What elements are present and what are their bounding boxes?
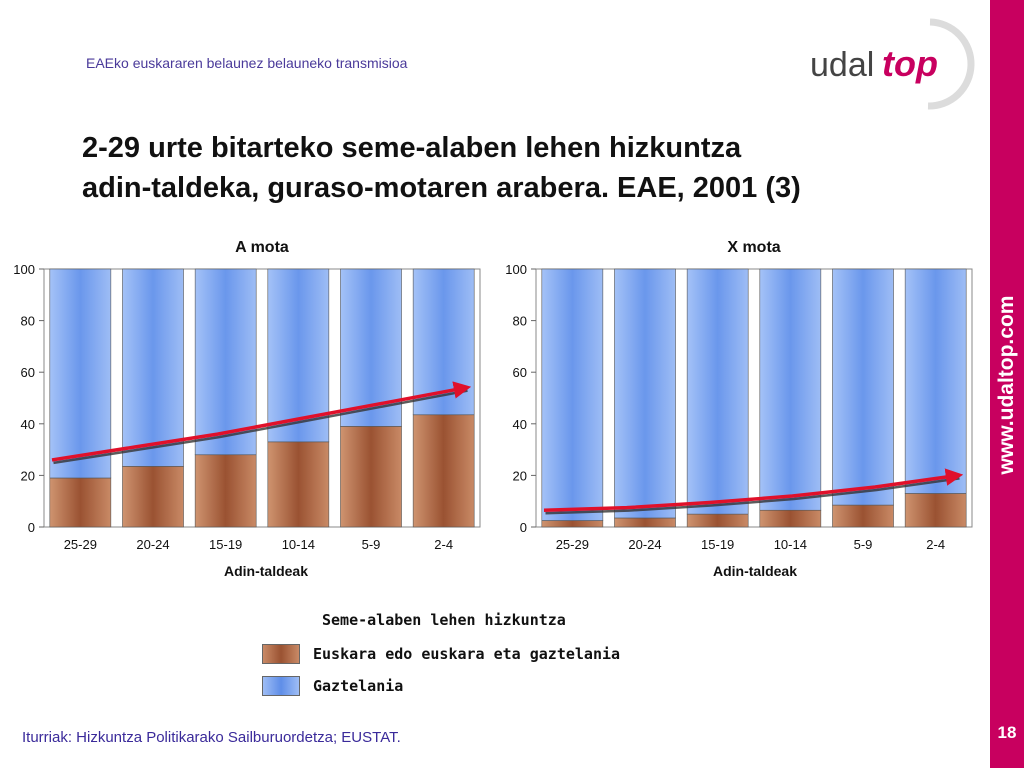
- legend-item-euskara: Euskara edo euskara eta gaztelania: [262, 643, 620, 665]
- x-tick-label: 5-9: [362, 537, 381, 552]
- chart-x-mota: X mota 0 20 40 60 80 100 25-29 20-24 15-19 10-14 5-…: [505, 239, 973, 579]
- x-tick-label: 2-4: [434, 537, 453, 552]
- bar-euskara: [759, 509, 822, 528]
- y-tick-label: 40: [21, 417, 35, 432]
- x-axis-label: Adin-taldeak: [224, 563, 308, 579]
- y-tick-label: 100: [13, 262, 35, 277]
- bar-euskara: [904, 493, 967, 528]
- x-tick-label: 25-29: [64, 537, 97, 552]
- legend-swatch-gaztelania: [262, 676, 300, 696]
- x-tick-label: 25-29: [556, 537, 589, 552]
- x-tick-label: 10-14: [774, 537, 807, 552]
- legend-item-gaztelania: Gaztelania: [262, 675, 403, 697]
- y-tick-label: 20: [513, 468, 527, 483]
- website-url: www.udaltop.com: [995, 295, 1018, 475]
- bar-gaztelania: [759, 268, 822, 511]
- bar-euskara: [614, 517, 676, 528]
- bar-gaztelania: [686, 268, 749, 515]
- bar-euskara: [541, 520, 604, 528]
- y-tick-label: 80: [513, 314, 527, 329]
- udaltop-logo: udal top: [810, 18, 975, 110]
- y-tick-label: 60: [513, 365, 527, 380]
- x-tick-label: 15-19: [701, 537, 734, 552]
- bar-gaztelania: [194, 268, 257, 456]
- y-tick-label: 80: [21, 314, 35, 329]
- bar-gaztelania: [614, 268, 676, 519]
- bar-euskara: [122, 466, 184, 528]
- chart-a-mota: A mota 0 20 40 60 80 100 25-29 20-24 15-19 10-14 5-…: [13, 239, 481, 579]
- slide-title: 2-29 urte bitarteko seme-alaben lehen hi…: [82, 128, 962, 208]
- trend-line: [51, 381, 472, 462]
- bar-euskara: [194, 454, 257, 528]
- trend-line: [543, 468, 964, 512]
- y-tick-label: 60: [21, 365, 35, 380]
- y-tick-label: 100: [505, 262, 527, 277]
- trend-line-shadow: [545, 477, 960, 515]
- bar-gaztelania: [541, 268, 604, 521]
- legend-title: Seme-alaben lehen hizkuntza: [322, 611, 566, 629]
- bar-gaztelania: [122, 268, 184, 467]
- bar-gaztelania: [832, 268, 894, 506]
- x-tick-label: 10-14: [282, 537, 315, 552]
- chart-title: A mota: [235, 239, 289, 256]
- y-tick-label: 0: [28, 520, 35, 535]
- page-number: 18: [997, 723, 1017, 742]
- x-tick-label: 2-4: [926, 537, 945, 552]
- legend-label-euskara: Euskara edo euskara eta gaztelania: [313, 645, 621, 663]
- y-tick-label: 0: [520, 520, 527, 535]
- slide-title-line-2: adin-taldeka, guraso-motaren arabera. EA…: [82, 172, 801, 204]
- bar-gaztelania: [49, 268, 112, 479]
- brand-side-band: [990, 0, 1024, 768]
- y-tick-label: 40: [513, 417, 527, 432]
- trend-line-shadow: [53, 389, 468, 465]
- logo-text-udal: udal: [810, 46, 874, 84]
- logo-text-top: top: [882, 43, 938, 84]
- x-tick-label: 20-24: [628, 537, 661, 552]
- footer-source: Iturriak: Hizkuntza Politikarako Sailbur…: [22, 729, 401, 746]
- x-axis-label: Adin-taldeak: [713, 563, 797, 579]
- bar-euskara: [267, 441, 330, 528]
- bar-euskara: [832, 504, 894, 528]
- bar-gaztelania: [267, 268, 330, 443]
- bar-euskara: [49, 477, 112, 528]
- x-tick-label: 20-24: [136, 537, 169, 552]
- x-tick-label: 5-9: [854, 537, 873, 552]
- header-subtitle: EAEko euskararen belaunez belauneko tran…: [86, 55, 408, 71]
- legend-swatch-euskara: [262, 644, 300, 664]
- y-tick-label: 20: [21, 468, 35, 483]
- chart-title: X mota: [727, 239, 780, 256]
- bar-gaztelania: [904, 268, 967, 494]
- bar-euskara: [412, 414, 475, 528]
- x-tick-label: 15-19: [209, 537, 242, 552]
- legend-label-gaztelania: Gaztelania: [313, 677, 404, 695]
- slide-title-line-1: 2-29 urte bitarteko seme-alaben lehen hi…: [82, 132, 742, 164]
- bar-euskara: [340, 426, 402, 528]
- bar-euskara: [686, 513, 749, 528]
